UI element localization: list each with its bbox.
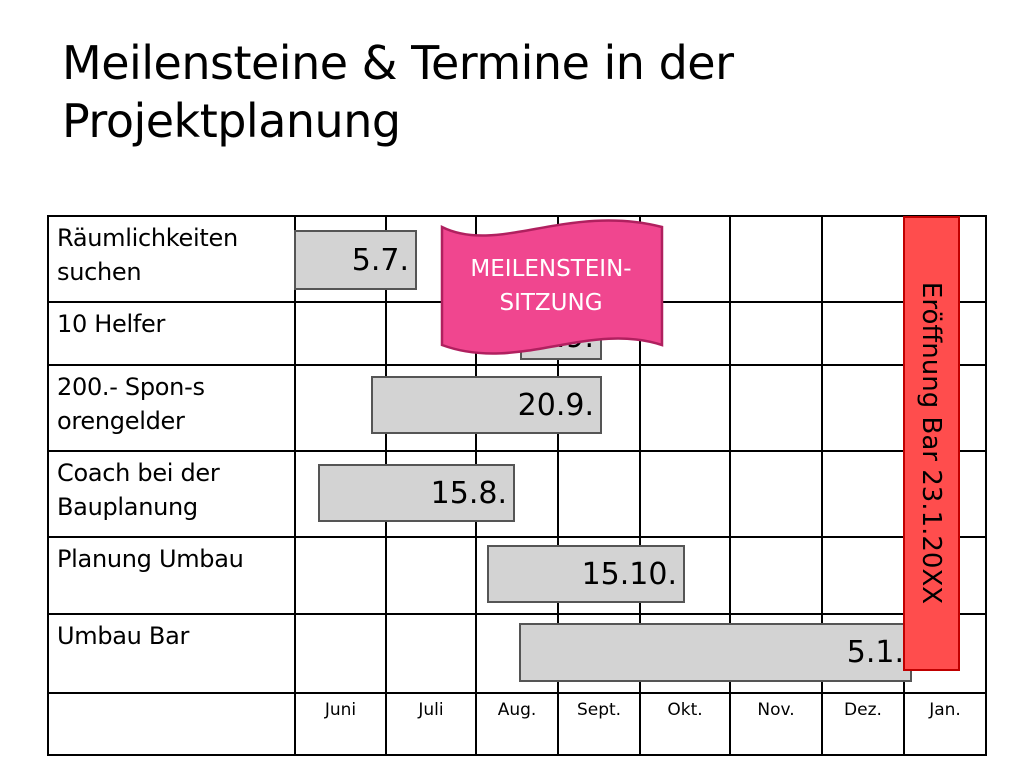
month-label: Sept. [557,692,641,756]
task-label: Umbau Bar [47,613,296,694]
task-bar: 5.1. [519,623,912,682]
task-label: 10 Helfer [47,301,296,366]
month-label: Dez. [821,692,905,756]
slide-title: Meilensteine & Termine in der Projektpla… [62,36,734,148]
task-bar: 5.7. [294,230,417,290]
task-label: 200.- Spon-sorengelder [47,364,296,452]
milestone-banner-line2: SITZUNG [499,290,603,316]
milestone-banner-text: MEILENSTEIN- SITZUNG [440,252,662,320]
milestone-banner-shape [440,219,664,355]
task-bar: 15.10. [487,545,685,603]
month-label: Jan. [903,692,987,756]
month-label: Okt. [639,692,731,756]
task-bar: 15.8. [318,464,515,522]
table-row: Coach bei der Bauplanung [47,450,987,538]
opening-milestone-bar [903,216,960,671]
task-label: Coach bei der Bauplanung [47,450,296,538]
month-label: Aug. [475,692,559,756]
opening-milestone-label: Eröffnung Bar 23.1.20XX [916,281,946,605]
task-label: Räumlichkeiten suchen [47,215,296,303]
task-label: Planung Umbau [47,536,296,615]
month-row: Juni Juli Aug. Sept. Okt. Nov. Dez. Jan. [47,692,987,756]
month-label: Juli [385,692,477,756]
task-bar: 20.9. [371,376,602,434]
task-label-text: 200.- Spon-sorengelder [57,373,205,435]
milestone-banner-line1: MEILENSTEIN- [470,256,632,282]
month-label: Nov. [729,692,823,756]
month-label: Juni [294,692,387,756]
